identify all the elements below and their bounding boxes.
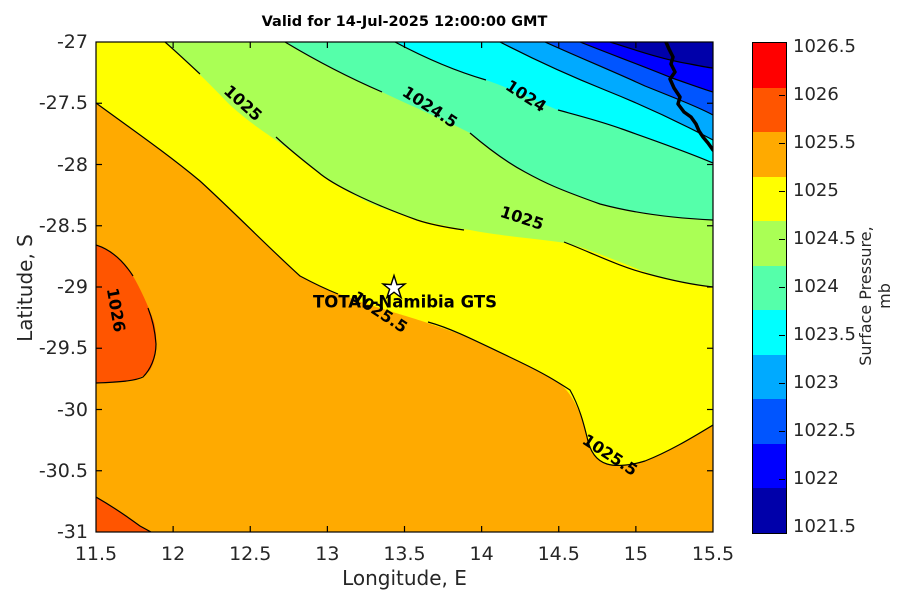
axis-ticks: [96, 42, 713, 532]
x-tick-label: 12: [161, 543, 186, 565]
colorbar-tick-label: 1025.5: [793, 132, 856, 153]
colorbar-block: [753, 221, 786, 266]
colorbar-block: [753, 488, 786, 534]
colorbar-block: [753, 43, 786, 88]
y-tick-label: -31: [56, 521, 88, 543]
colorbar-block: [753, 87, 786, 133]
colorbar-tick-mark: [779, 287, 785, 288]
colorbar-tick-label: 1025: [793, 180, 839, 201]
x-tick-label: 14.5: [537, 543, 580, 565]
coastline: [664, 42, 713, 152]
colorbar-block: [753, 443, 786, 489]
x-axis-label: Longitude, E: [342, 566, 467, 590]
colorbar-tick-mark: [779, 95, 785, 96]
colorbar-tick-mark: [779, 239, 785, 240]
y-tick-label: -27: [56, 31, 88, 53]
colorbar-block: [753, 310, 786, 355]
high-blob-west: [96, 245, 157, 383]
colorbar-tick-label: 1024: [793, 276, 839, 297]
y-tick-label: -30: [56, 398, 88, 421]
x-tick-label: 13: [315, 543, 340, 565]
contour-lines: [96, 42, 713, 532]
y-tick-label: -28: [56, 153, 88, 176]
colorbar-tick-mark: [779, 479, 785, 480]
colorbar-axis-label: Surface Pressure, mb: [856, 226, 894, 366]
colorbar-tick-mark: [779, 191, 785, 192]
y-tick-label: -29.5: [38, 337, 88, 360]
colorbar-block: [753, 132, 786, 177]
colorbar-tick-label: 1022.5: [793, 420, 856, 441]
colorbar-tick-label: 1022: [793, 468, 839, 489]
colorbar-block: [753, 265, 786, 311]
star-icon: [380, 273, 408, 300]
x-tick-label: 12.5: [229, 543, 272, 565]
x-tick-label: 11.5: [74, 543, 118, 565]
colorbar: [752, 42, 787, 534]
station-label: TOTAL-Namibia GTS: [313, 292, 497, 312]
colorbar-tick-label: 1026.5: [793, 36, 856, 57]
y-tick-label: -28.5: [38, 214, 88, 237]
colorbar-block: [753, 176, 786, 222]
x-tick-label: 14: [469, 543, 494, 565]
y-tick-label: -29: [56, 276, 88, 298]
colorbar-tick-mark: [779, 143, 785, 144]
colorbar-block: [753, 399, 786, 444]
colorbar-block: [753, 354, 786, 400]
y-tick-label: -30.5: [38, 459, 88, 482]
colorbar-tick-label: 1023.5: [793, 324, 856, 345]
colorbar-tick-label: 1024.5: [793, 228, 856, 249]
colorbar-tick-mark: [779, 383, 785, 384]
y-tick-label: -27.5: [38, 92, 88, 115]
plot-title: Valid for 14-Jul-2025 12:00:00 GMT: [261, 14, 548, 30]
band-navy: [610, 42, 713, 68]
x-tick-label: 13.5: [383, 543, 426, 565]
colorbar-tick-mark: [779, 335, 785, 336]
colorbar-tick-label: 1026: [793, 84, 839, 105]
x-tick-label: 15: [623, 543, 648, 565]
colorbar-tick-mark: [779, 431, 785, 432]
colorbar-tick-label: 1021.5: [793, 516, 856, 537]
x-tick-label: 15.5: [691, 543, 735, 565]
colorbar-tick-label: 1023: [793, 372, 839, 393]
